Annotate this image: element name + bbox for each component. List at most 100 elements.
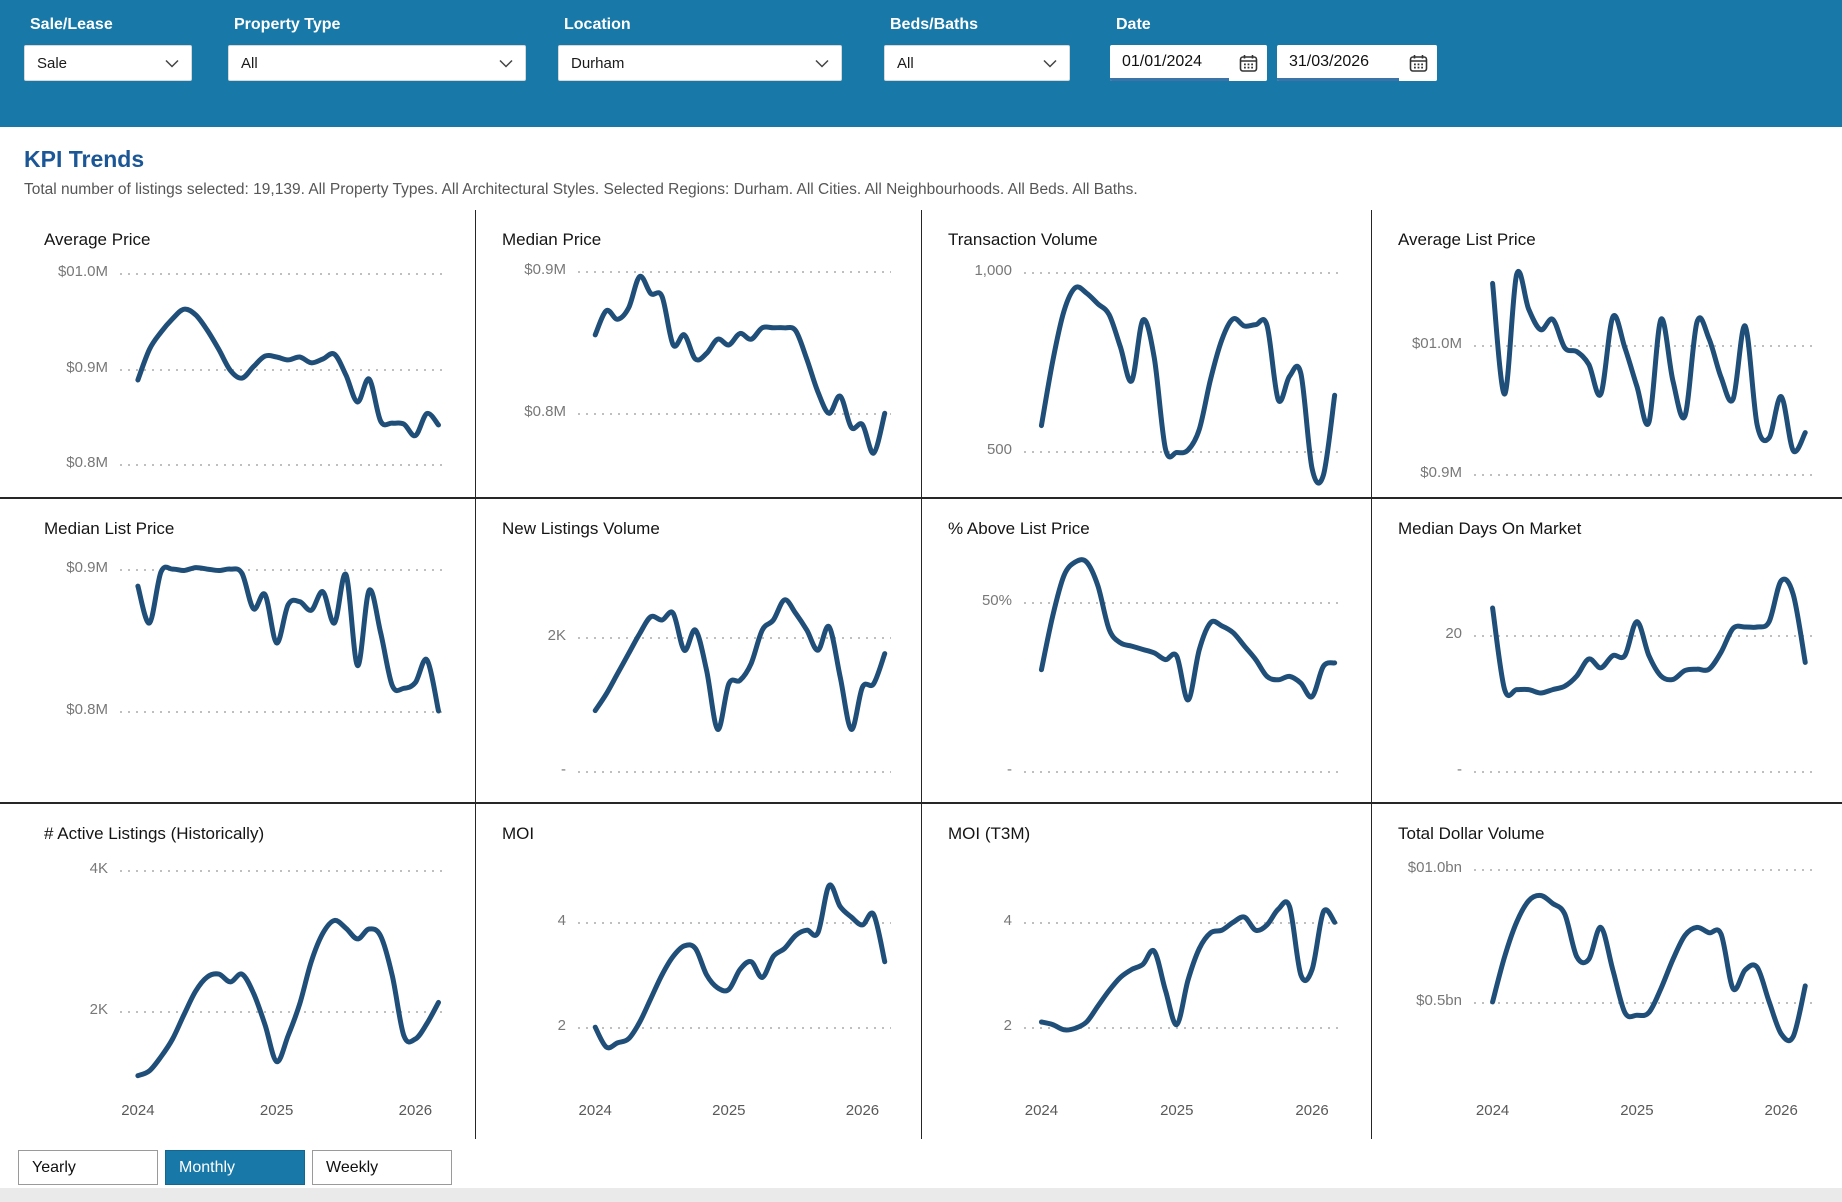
y-axis-label: 4: [557, 912, 566, 930]
y-axis-label: 500: [986, 440, 1012, 458]
yearly-button[interactable]: Yearly: [18, 1150, 158, 1185]
x-axis-label: 2026: [845, 1102, 880, 1119]
y-axis-label: 1,000: [974, 261, 1012, 279]
date-start-value[interactable]: 01/01/2024: [1110, 45, 1229, 81]
chart-title: # Active Listings (Historically): [44, 824, 265, 843]
y-axis-label: 2: [557, 1017, 566, 1035]
gridline: [120, 711, 445, 713]
chart-plot: 2024 2025 2026: [120, 862, 445, 1119]
date-end-value[interactable]: 31/03/2026: [1277, 45, 1399, 81]
chart-new-listings-volume: New Listings Volume 2K -: [476, 499, 922, 802]
chart-title: Median Price: [502, 230, 602, 249]
gridline: [578, 636, 891, 639]
chart-moi: MOI 2024 2025 2026 4 2: [476, 804, 922, 1139]
chart-title: Median Days On Market: [1398, 519, 1582, 538]
gridline: [120, 272, 445, 275]
calendar-icon[interactable]: [1229, 45, 1267, 81]
date-end-field[interactable]: 31/03/2026: [1277, 45, 1437, 81]
beds-baths-dropdown[interactable]: All: [884, 45, 1070, 81]
line-series: [1474, 862, 1812, 1087]
line-series: [120, 557, 445, 782]
chart-plot: [578, 557, 891, 782]
gridline: [120, 1010, 445, 1013]
filter-bar: Sale/Lease Sale Property Type All Locati…: [0, 0, 1842, 127]
chart-title: Average Price: [44, 230, 151, 249]
chart-moi-t3m: MOI (T3M) 2024 2025 2026 4 2: [922, 804, 1372, 1139]
calendar-icon[interactable]: [1399, 45, 1437, 81]
chart-title: New Listings Volume: [502, 519, 660, 538]
chart-plot: [120, 557, 445, 782]
x-axis-label: 2025: [259, 1102, 294, 1119]
scrollbar-track[interactable]: [0, 1188, 1842, 1202]
gridline: [1474, 868, 1812, 871]
gridline: [120, 569, 445, 572]
period-toggle: Yearly Monthly Weekly: [18, 1150, 452, 1185]
y-axis-label: 4K: [89, 859, 108, 877]
gridline: [578, 1027, 891, 1030]
y-axis-label: $01.0bn: [1407, 858, 1462, 876]
y-axis-label: 2K: [547, 626, 566, 644]
gridline: [1474, 1001, 1812, 1004]
chart-average-list-price: Average List Price $01.0M $0.9M: [1372, 210, 1842, 497]
line-series: [120, 862, 445, 1087]
line-series: [1474, 268, 1812, 493]
y-axis-label: $0.9M: [66, 358, 108, 376]
gridline: [1474, 473, 1812, 476]
x-axis-label: 2026: [1295, 1102, 1329, 1119]
chart-plot: [1474, 268, 1812, 493]
date-start-field[interactable]: 01/01/2024: [1110, 45, 1267, 81]
chevron-down-icon: [499, 59, 513, 68]
kpi-grid: Average Price $01.0M $0.9M $0.8M Median Pric…: [0, 210, 1842, 1139]
chart-active-listings-historically: # Active Listings (Historically) 2024 2025…: [0, 804, 476, 1139]
chart-plot: 2024 2025 2026: [1024, 862, 1341, 1119]
y-axis-label: $01.0M: [1411, 335, 1462, 353]
y-axis-label: 50%: [981, 592, 1012, 610]
y-axis-label: -: [561, 760, 566, 778]
sale-lease-dropdown[interactable]: Sale: [24, 45, 192, 81]
y-axis-label: 4: [1003, 912, 1012, 930]
x-axis-label: 2024: [1024, 1102, 1059, 1119]
gridline: [578, 413, 891, 416]
chart-title: % Above List Price: [948, 519, 1090, 538]
chart-median-price: Median Price $0.9M $0.8M: [476, 210, 922, 497]
sale-lease-value: Sale: [37, 54, 68, 72]
x-axis-label: 2024: [1475, 1102, 1510, 1119]
gridline: [1474, 345, 1812, 348]
date-label: Date: [1116, 16, 1151, 33]
chart-pct-above-list-price: % Above List Price 50% -: [922, 499, 1372, 802]
beds-baths-label: Beds/Baths: [890, 16, 979, 33]
selection-summary: Total number of listings selected: 19,13…: [24, 181, 1138, 198]
line-series: [1024, 862, 1341, 1087]
y-axis-label: $0.9M: [66, 559, 108, 577]
chevron-down-icon: [815, 59, 829, 68]
x-axis-label: 2026: [398, 1102, 433, 1119]
chart-plot: [1474, 557, 1812, 782]
chevron-down-icon: [165, 59, 179, 68]
location-dropdown[interactable]: Durham: [558, 45, 842, 81]
chart-plot: 2024 2025 2026: [578, 862, 891, 1119]
chart-total-dollar-volume: Total Dollar Volume 2024 2025 2026 $01.0bn $0…: [1372, 804, 1842, 1139]
monthly-button[interactable]: Monthly: [165, 1150, 305, 1185]
gridline: [1024, 1027, 1341, 1030]
gridline: [120, 368, 445, 371]
gridline: [1474, 771, 1812, 774]
gridline: [1024, 922, 1341, 925]
y-axis-label: -: [1457, 761, 1462, 779]
chart-title: Transaction Volume: [948, 230, 1098, 249]
location-label: Location: [564, 16, 631, 33]
line-series: [120, 268, 445, 493]
y-axis-label: $01.0M: [57, 262, 108, 280]
chart-transaction-volume: Transaction Volume 1,000 500: [922, 210, 1372, 497]
weekly-button[interactable]: Weekly: [312, 1150, 452, 1185]
y-axis-label: 20: [1445, 625, 1462, 643]
chart-title: MOI (T3M): [948, 824, 1031, 843]
beds-baths-value: All: [897, 54, 914, 72]
chart-plot: 2024 2025 2026: [1474, 862, 1812, 1119]
y-axis-label: $0.8M: [524, 403, 566, 421]
y-axis-label: $0.5bn: [1416, 991, 1462, 1009]
x-axis-label: 2025: [712, 1102, 746, 1119]
property-type-dropdown[interactable]: All: [228, 45, 526, 81]
chart-plot: [120, 268, 445, 493]
y-axis-label: -: [1007, 760, 1012, 778]
line-series: [578, 862, 891, 1087]
